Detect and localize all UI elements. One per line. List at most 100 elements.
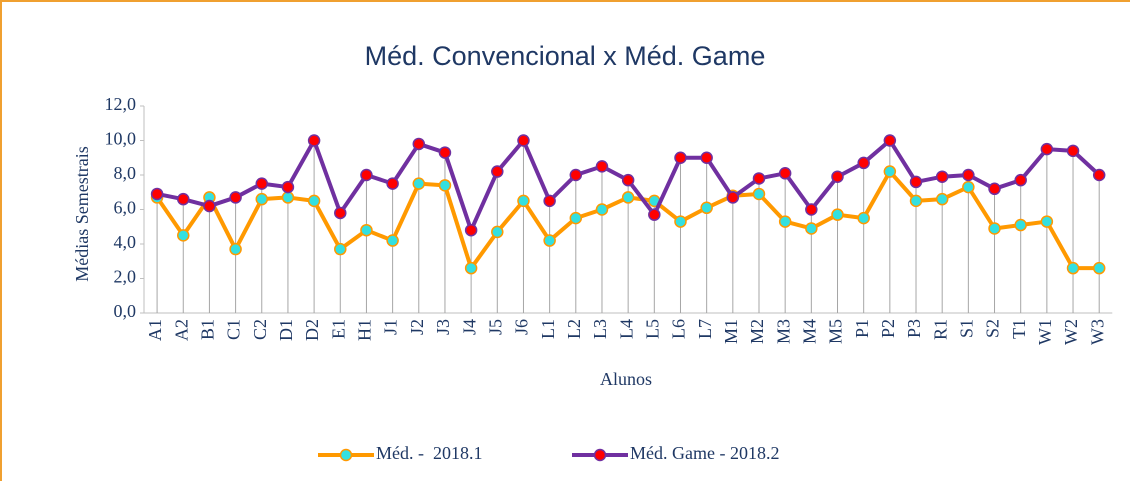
point: [988, 222, 1001, 235]
x-tick-label: J6: [512, 319, 532, 335]
x-tick-label: A2: [171, 319, 191, 341]
point: [543, 234, 556, 247]
y-axis-label: Médias Semestrais: [72, 146, 92, 281]
x-tick-label: M5: [826, 319, 846, 344]
x-tick-label: D1: [276, 319, 296, 341]
point: [438, 179, 452, 192]
x-axis-label: Alunos: [600, 369, 652, 389]
x-tick-label: A1: [145, 319, 165, 341]
x-tick-label: J2: [407, 319, 427, 335]
point: [229, 191, 242, 204]
x-tick-label: W3: [1087, 319, 1107, 345]
point: [674, 215, 687, 228]
chart-title: Méd. Convencional x Méd. Game: [365, 41, 766, 71]
legend-marker: [339, 448, 353, 462]
point: [909, 175, 923, 189]
point: [831, 208, 844, 221]
point: [255, 177, 269, 190]
point: [177, 229, 190, 242]
x-tick-label: M3: [773, 319, 793, 344]
y-tick-label: 0,0: [114, 301, 137, 321]
x-tick-label: J3: [433, 319, 453, 335]
point: [1014, 173, 1027, 187]
point: [1040, 215, 1054, 228]
point: [857, 156, 870, 170]
legend-label: Méd. Game - 2018.2: [630, 443, 779, 463]
point: [569, 168, 583, 182]
x-tick-label: H1: [355, 319, 375, 341]
point: [386, 234, 399, 247]
point: [1092, 261, 1106, 275]
point: [1040, 142, 1054, 156]
point: [857, 211, 870, 225]
point: [752, 172, 766, 185]
point: [203, 199, 216, 213]
y-tick-label: 2,0: [114, 267, 137, 287]
point: [752, 187, 766, 201]
point: [412, 177, 426, 190]
y-tick-label: 12,0: [105, 94, 137, 114]
x-tick-label: M1: [721, 319, 741, 344]
x-tick-label: P1: [852, 319, 872, 338]
x-tick-label: S1: [956, 319, 976, 338]
x-tick-label: L4: [616, 319, 636, 339]
x-tick-label: J1: [381, 319, 401, 335]
x-tick-label: W1: [1035, 319, 1055, 345]
point: [281, 191, 295, 204]
point: [543, 194, 556, 208]
x-tick-label: S2: [983, 319, 1003, 338]
point: [1092, 168, 1106, 182]
x-tick-label: W2: [1061, 319, 1081, 345]
x-tick-label: L6: [669, 319, 689, 339]
x-tick-label: D2: [302, 319, 322, 341]
x-tick-label: M2: [747, 319, 767, 344]
point: [962, 168, 975, 182]
point: [255, 192, 269, 206]
point: [1066, 144, 1080, 158]
x-tick-label: L5: [642, 319, 662, 339]
point: [805, 203, 818, 216]
x-tick-label: L1: [538, 319, 558, 339]
point: [464, 223, 478, 237]
x-tick-label: P2: [878, 319, 898, 338]
point: [962, 180, 975, 194]
point: [674, 151, 687, 164]
point: [177, 192, 190, 206]
x-tick-label: R1: [930, 319, 950, 340]
point: [569, 211, 583, 225]
x-tick-label: C2: [250, 319, 270, 340]
point: [778, 215, 792, 228]
point: [595, 160, 609, 173]
point: [412, 137, 426, 151]
x-tick-label: L2: [564, 319, 584, 339]
legend-marker: [593, 448, 607, 462]
y-tick-label: 10,0: [105, 129, 137, 149]
point: [648, 208, 661, 221]
point: [1014, 218, 1027, 232]
point: [935, 170, 949, 183]
point: [438, 146, 452, 159]
point: [595, 203, 609, 216]
x-tick-label: B1: [198, 319, 218, 340]
point: [726, 191, 740, 204]
x-tick-label: T1: [1009, 319, 1029, 339]
point: [307, 194, 321, 208]
point: [281, 180, 295, 194]
point: [229, 242, 242, 256]
point: [935, 192, 949, 206]
point: [334, 206, 347, 220]
point: [883, 165, 897, 178]
x-tick-label: J4: [459, 319, 479, 335]
point: [491, 165, 504, 178]
point: [805, 222, 818, 235]
legend-label: Méd. - 2018.1: [376, 443, 483, 463]
point: [360, 223, 373, 237]
point: [621, 191, 635, 204]
point: [831, 170, 844, 183]
x-tick-label: E1: [328, 319, 348, 339]
point: [700, 201, 713, 215]
point: [150, 187, 164, 201]
point: [778, 167, 792, 180]
